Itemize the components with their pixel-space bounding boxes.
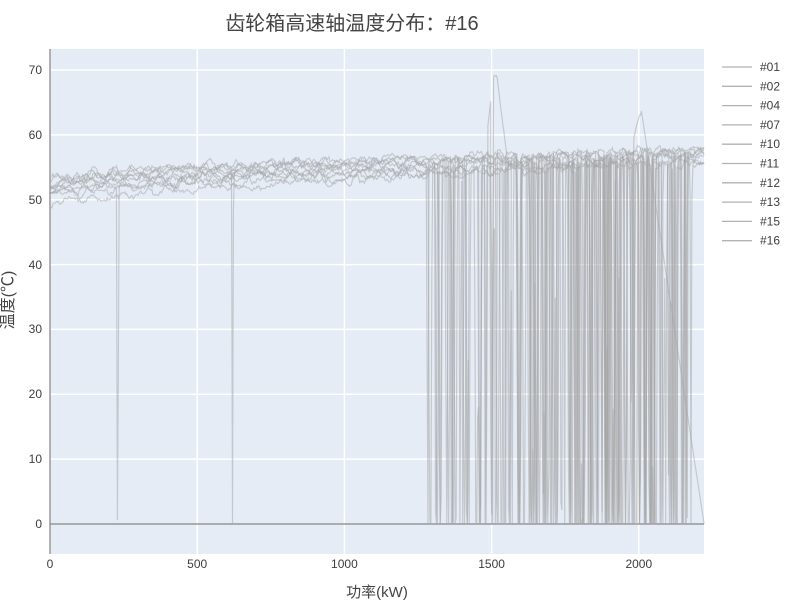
svg-text:#12: #12 (760, 176, 780, 190)
svg-text:60: 60 (29, 128, 43, 142)
svg-text:40: 40 (29, 258, 43, 272)
svg-text:温度(℃): 温度(℃) (0, 271, 17, 330)
svg-text:1500: 1500 (478, 557, 505, 571)
svg-text:#11: #11 (760, 157, 779, 171)
svg-text:0: 0 (35, 517, 42, 531)
svg-text:50: 50 (29, 193, 43, 207)
svg-text:10: 10 (29, 452, 43, 466)
svg-text:0: 0 (47, 557, 54, 571)
svg-text:#16: #16 (760, 234, 780, 248)
svg-text:1000: 1000 (331, 557, 358, 571)
svg-text:20: 20 (29, 387, 43, 401)
svg-text:30: 30 (29, 322, 43, 336)
svg-text:#13: #13 (760, 195, 780, 209)
svg-text:#02: #02 (760, 79, 780, 93)
svg-text:#04: #04 (760, 99, 780, 113)
svg-text:70: 70 (29, 63, 43, 77)
svg-text:500: 500 (187, 557, 207, 571)
svg-text:#10: #10 (760, 137, 780, 151)
svg-text:#01: #01 (760, 60, 780, 74)
svg-text:2000: 2000 (625, 557, 652, 571)
svg-text:#07: #07 (760, 118, 780, 132)
svg-text:#15: #15 (760, 214, 780, 228)
